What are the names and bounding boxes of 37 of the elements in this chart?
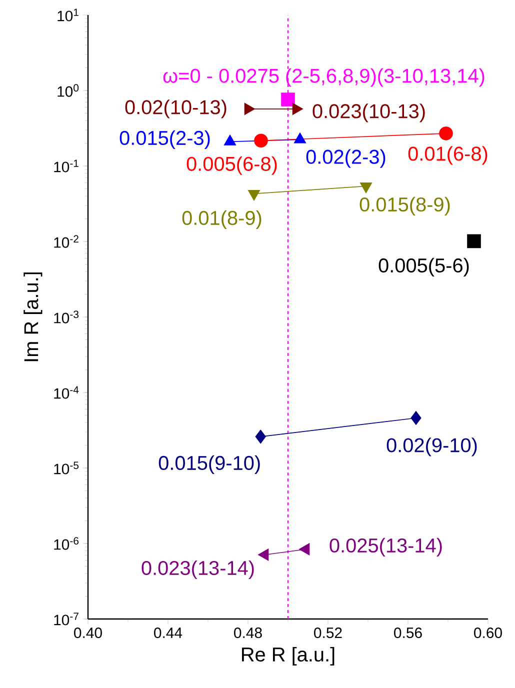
annotation: 0.023(10-13) xyxy=(312,104,425,122)
y-axis-title: Im R [a.u.] xyxy=(24,272,42,362)
annotation: 0.015(8-9) xyxy=(360,196,450,216)
point xyxy=(281,92,295,106)
point xyxy=(254,134,268,148)
annotation: 0.02(2-3) xyxy=(306,149,386,168)
y-tick-label: 10$^{-5}$ xyxy=(54,462,79,474)
y-tick-label: 10$^{1}$ xyxy=(58,8,78,22)
annotation: 0.023(13-14) xyxy=(142,560,254,580)
point xyxy=(410,411,422,425)
x-tick-label: 0.44 xyxy=(154,628,182,638)
point xyxy=(255,430,266,444)
annotation: 0.005(5-6) xyxy=(378,258,469,276)
x-tick-label: 0.56 xyxy=(394,628,422,638)
annotation: 0.005(6-8) xyxy=(186,156,277,175)
y-tick-label: 10$^{-2}$ xyxy=(54,235,78,248)
y-tick-label: 10$^{-3}$ xyxy=(54,310,79,324)
annotation: 0.015(2-3) xyxy=(120,130,210,149)
point xyxy=(439,126,453,140)
x-axis-title: Re R [a.u.] xyxy=(242,646,334,666)
x-tick-label: 0.40 xyxy=(74,628,102,638)
annotation: 0.015(9-10) xyxy=(158,455,260,474)
y-tick-label: 10$^{0}$ xyxy=(58,84,79,97)
point xyxy=(467,234,481,248)
x-tick-label: 0.48 xyxy=(234,628,262,638)
y-tick-label: 10$^{-1}$ xyxy=(54,160,78,172)
annotation: 0.02(10-13) xyxy=(125,100,226,118)
annotation: 0.02(9-10) xyxy=(386,438,477,456)
x-tick-label: 0.60 xyxy=(474,628,502,638)
annotation: 0.01(6-8) xyxy=(408,146,488,165)
annotation: 0.025(13-14) xyxy=(330,538,442,556)
x-tick-label: 0.52 xyxy=(314,628,342,638)
y-tick-label: 10$^{-4}$ xyxy=(54,386,79,399)
annotation: ω=0 - 0.0275 (2-5,6,8,9)(3-10,13,14) xyxy=(163,68,484,87)
y-tick-label: 10$^{-7}$ xyxy=(54,612,78,626)
annotation: 0.01(8-9) xyxy=(182,210,262,229)
y-tick-label: 10$^{-6}$ xyxy=(54,537,79,550)
